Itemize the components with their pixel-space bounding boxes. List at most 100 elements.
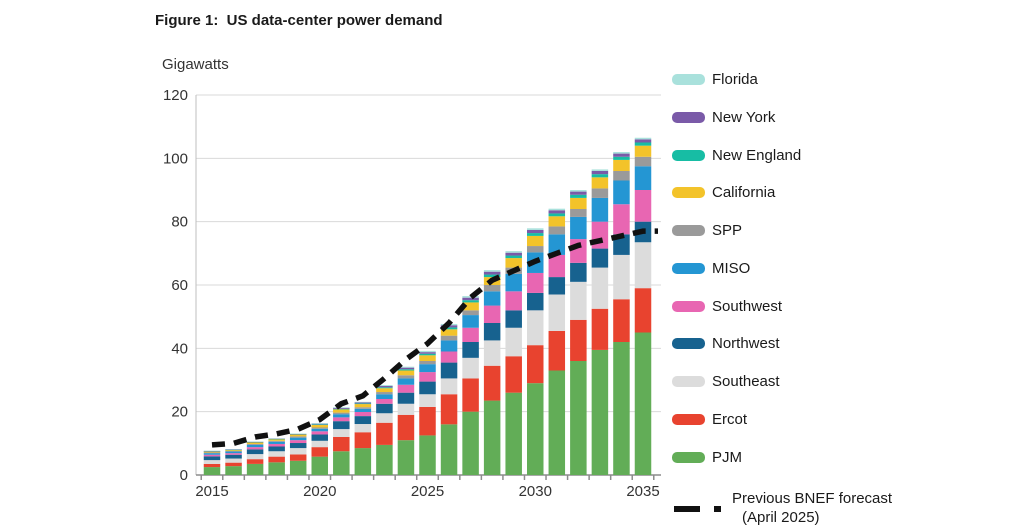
bar-segment-spp [570,209,587,217]
bar-segment-miso [570,216,587,240]
bar-segment-new-york [289,433,307,435]
legend-swatch [672,149,705,161]
bar-segment-ercot [483,365,501,401]
bar-segment-southwest [354,411,372,417]
bar-segment-florida [548,208,566,211]
bar-segment-california [246,442,264,444]
bar-segment-southeast [225,458,242,463]
legend-label: New York [712,108,776,126]
legend-item-new-york: New York [672,109,775,126]
bar-segment-northwest [419,381,436,395]
bar-segment-florida [268,438,285,439]
bar-segment-miso [289,437,307,441]
legend-label: Florida [712,71,758,88]
bar-segment-southwest [333,417,350,422]
bar-segment-spp [268,440,285,442]
bar-segment-california [527,235,544,247]
bar-segment-pjm [203,467,221,475]
bar-segment-ercot [397,414,415,441]
bar-segment-spp [548,226,566,235]
bar-segment-pjm [246,463,264,475]
legend-item-spp: SPP [672,222,742,239]
bar-segment-southeast [613,254,630,300]
bar-segment-southwest [505,291,522,311]
bar-segment-pjm [397,440,415,475]
bar-segment-new-york [311,423,328,425]
bar-segment-ercot [440,394,458,425]
legend-swatch [672,225,705,236]
bar-segment-pjm [354,448,372,475]
bar-segment-northwest [354,416,372,425]
x-tick-label: 2025 [411,483,444,500]
chart-title: Figure 1: US data-center power demand [155,12,443,29]
bar-segment-miso [376,394,393,399]
bar-segment-miso [203,453,221,455]
bar-segment-florida [311,423,328,424]
bar-segment-southeast [634,242,652,289]
bar-segment-spp [289,436,307,438]
bar-segment-northwest [462,342,479,358]
bar-segment-new-england [462,300,479,303]
bar-segment-california [268,439,285,441]
bar-segment-new-england [225,449,242,451]
bar-segment-new-england [354,403,372,405]
bar-segment-southwest [634,190,652,222]
bar-segment-new-england [505,255,522,259]
bar-segment-new-york [613,153,630,157]
bar-segment-spp [613,171,630,181]
bar-segment-california [634,145,652,157]
legend-swatch [672,300,705,312]
bar-segment-northwest [483,323,501,341]
bar-segment-california [225,449,242,451]
bar-segment-miso [505,273,522,292]
bar-segment-northwest [203,456,221,461]
bar-segment-southeast [462,357,479,379]
bar-segment-spp [397,375,415,379]
x-tick-label: 2020 [303,483,336,500]
legend-item-southwest: Southwest [672,298,782,315]
bar-segment-southeast [333,429,350,437]
legend-swatch [672,376,705,387]
bar-segment-spp [203,452,221,454]
bar-segment-northwest [246,449,264,455]
bar-segment-ercot [311,447,328,457]
bar-segment-florida [376,385,393,387]
chart-legend: Florida New York New England California SPP M… [672,0,1022,530]
legend-swatch [672,187,705,199]
bar-segment-southeast [527,310,544,346]
bar-segment-pjm [527,383,544,475]
bar-segment-pjm [462,411,479,475]
bar-segment-california [440,329,458,336]
bar-segment-ercot [354,432,372,449]
bar-segment-southwest [483,305,501,323]
bar-segment-florida [203,450,221,452]
bar-segment-northwest [440,362,458,379]
bar-segment-new-england [289,434,307,435]
legend-item-miso: MISO [672,260,750,277]
bar-segment-southwest [203,454,221,457]
bar-segment-new-york [527,229,544,234]
bar-segment-new-england [397,369,415,371]
bar-segment-california [505,258,522,268]
legend-label: PJM [712,448,742,466]
legend-item-southeast: Southeast [672,373,780,390]
bar-segment-florida [397,366,415,368]
bar-segment-new-england [527,233,544,236]
bar-segment-new-york [397,367,415,370]
bar-segment-southeast [440,378,458,395]
bar-segment-florida [246,441,264,442]
bar-segment-ercot [225,462,242,467]
bar-segment-southeast [397,403,415,415]
bar-segment-ercot [333,437,350,452]
legend-item-previous-bnef-forecast: Previous BNEF forecast (April 2025) [672,490,892,528]
bar-segment-california [289,434,307,437]
bar-segment-miso [613,180,630,205]
legend-label: Southwest [712,297,783,315]
bar-segment-new-england [483,274,501,278]
bar-segment-northwest [311,434,328,441]
bar-segment-new-england [203,451,221,452]
bar-segment-miso [246,444,264,448]
bar-segment-california [613,159,630,171]
bar-segment-southwest [397,384,415,393]
bar-segment-pjm [289,460,307,475]
